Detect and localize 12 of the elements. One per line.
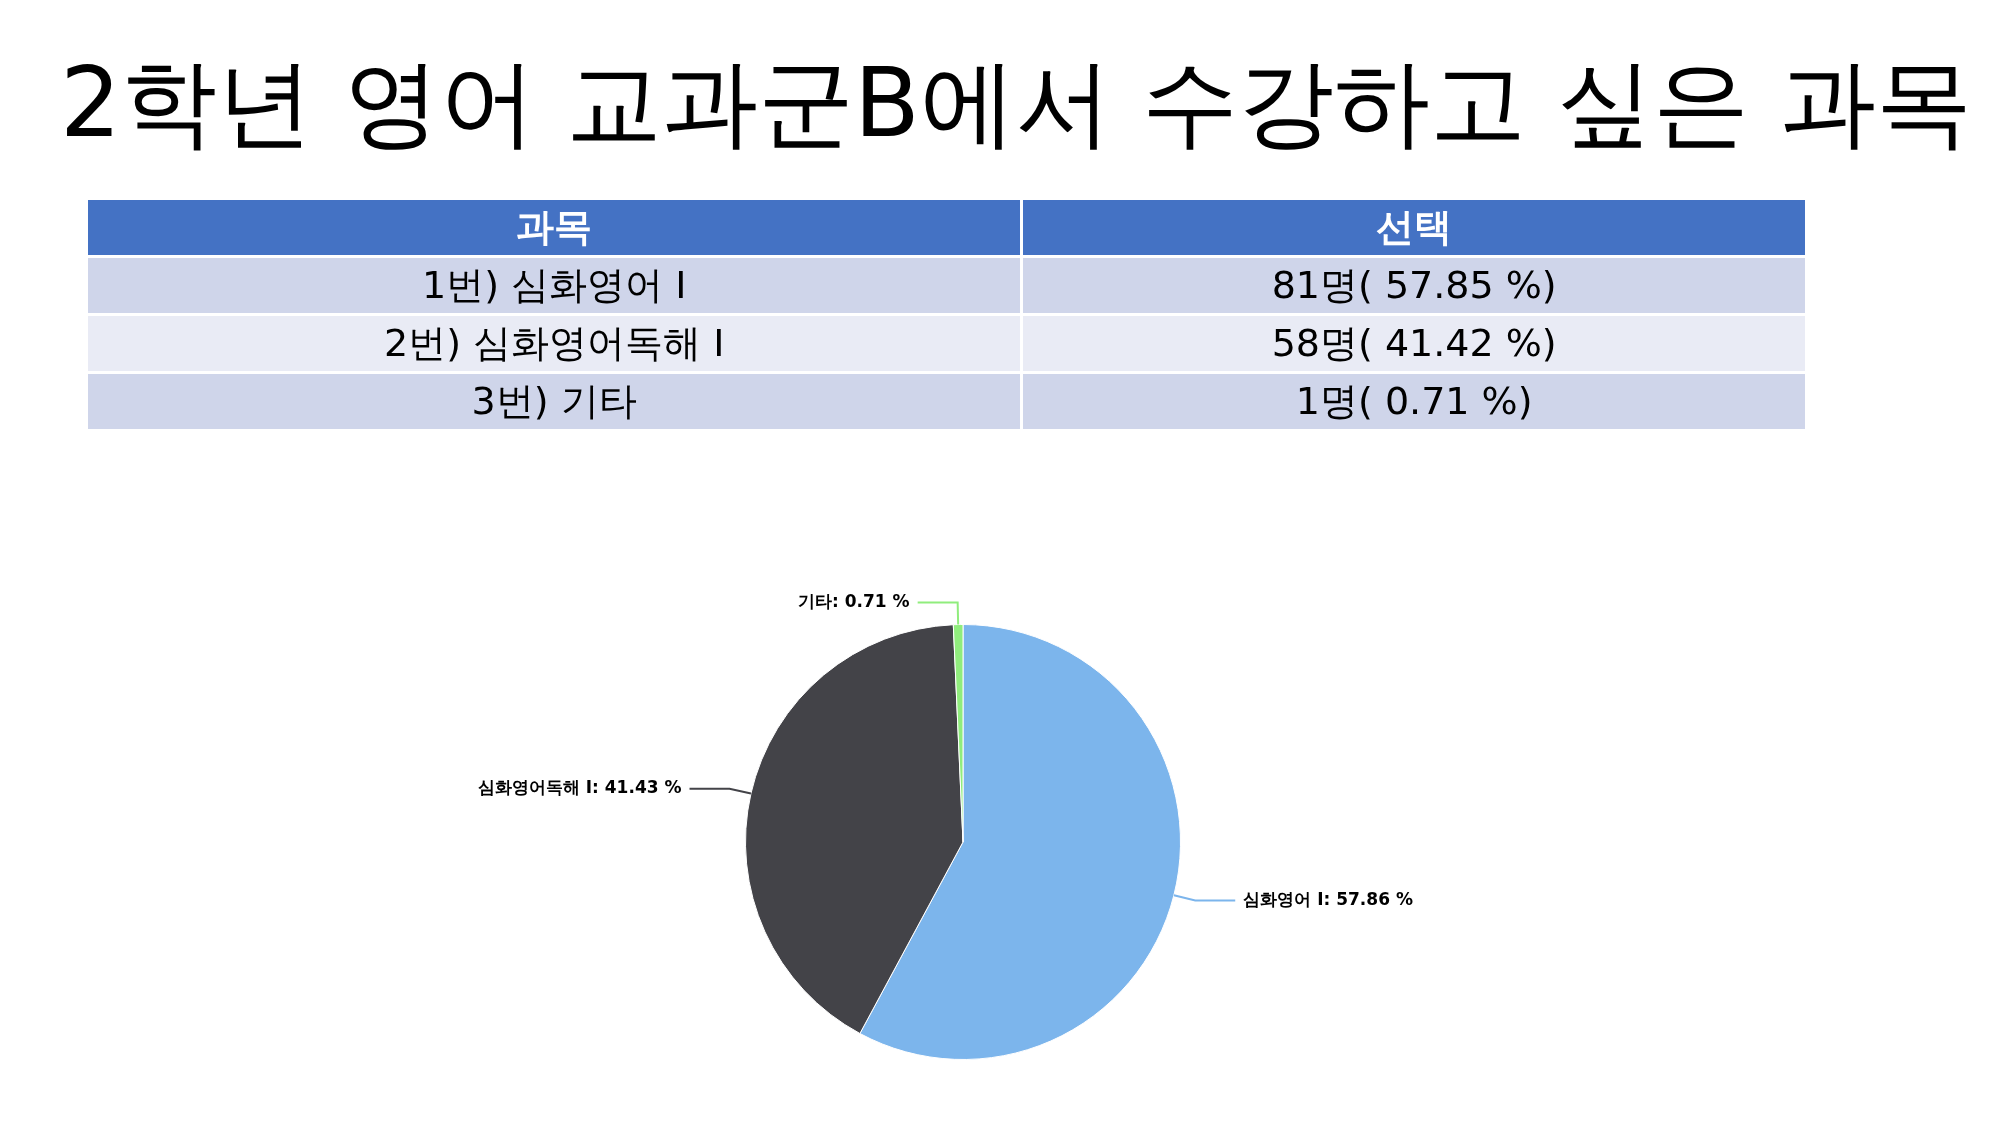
text: 1명( 0.71 %) bbox=[1021, 372, 1807, 431]
chart-title: 2학년 영어 교과군B에서 수강하고 싶은 과목 bbox=[60, 46, 1972, 161]
text: 3번) 기타 bbox=[86, 372, 1022, 431]
text: 1번) 심화영어 Ⅰ bbox=[86, 256, 1022, 315]
slice-label: 기타: 0.71 % bbox=[798, 590, 910, 611]
text: 과목 bbox=[86, 198, 1022, 257]
text: 2번) 심화영어독해 Ⅰ bbox=[86, 314, 1022, 373]
slice-label: 심화영어독해 Ⅰ: 41.43 % bbox=[477, 777, 682, 798]
text: 58명( 41.42 %) bbox=[1021, 314, 1807, 373]
slice-label: 심화영어 Ⅰ: 57.86 % bbox=[1243, 888, 1413, 909]
text: 선택 bbox=[1021, 198, 1807, 257]
text: 81명( 57.85 %) bbox=[1021, 256, 1807, 315]
